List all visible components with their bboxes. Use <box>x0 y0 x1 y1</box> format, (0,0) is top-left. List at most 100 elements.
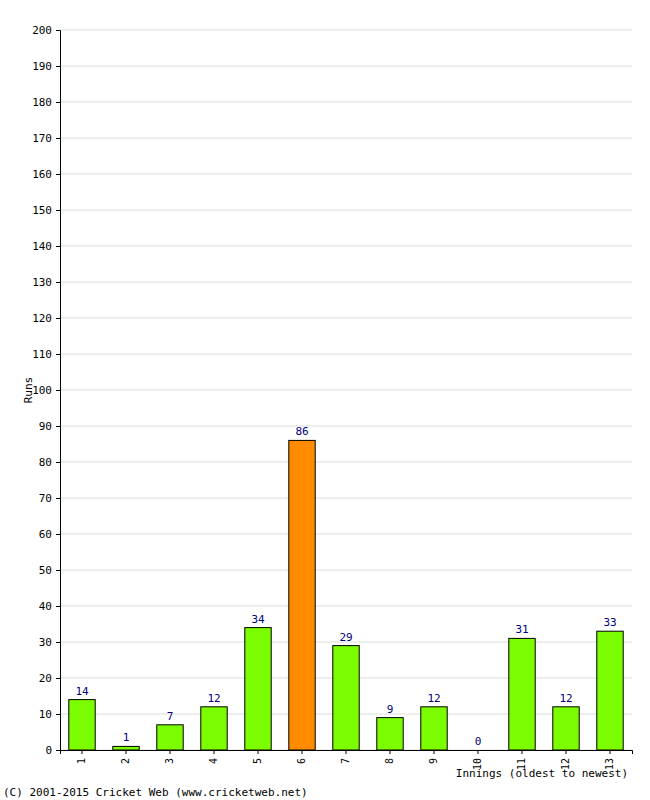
bar <box>465 750 491 751</box>
y-tick-mark <box>56 462 60 463</box>
data-label: 34 <box>251 613 265 626</box>
data-label: 9 <box>387 703 394 716</box>
x-tick: 3 <box>164 750 175 764</box>
y-tick-label: 180 <box>32 96 52 109</box>
grid-line <box>60 390 632 391</box>
bar <box>69 700 95 750</box>
y-tick-label: 90 <box>39 420 52 433</box>
y-tick: 100 <box>32 384 60 397</box>
bar <box>421 707 447 750</box>
bar <box>597 631 623 750</box>
x-tick: 9 <box>428 750 439 764</box>
x-tick-mark <box>522 750 523 754</box>
data-label: 0 <box>475 735 482 748</box>
x-tick-mark <box>478 750 479 754</box>
grid-line <box>60 30 632 31</box>
y-tick: 120 <box>32 312 60 325</box>
y-tick-mark <box>56 318 60 319</box>
data-label: 86 <box>295 425 308 438</box>
x-tick-label: 5 <box>252 758 263 764</box>
y-tick: 10 <box>39 708 60 721</box>
grid-line <box>60 102 632 103</box>
y-tick: 180 <box>32 96 60 109</box>
y-tick-mark <box>56 174 60 175</box>
y-tick-label: 50 <box>39 564 52 577</box>
x-tick-label: 2 <box>120 758 131 764</box>
y-tick-mark <box>56 390 60 391</box>
x-axis-title: Innings (oldest to newest) <box>456 767 628 780</box>
data-label: 29 <box>339 631 352 644</box>
x-tick-mark <box>214 750 215 754</box>
x-tick-label: 6 <box>296 758 307 764</box>
y-tick: 190 <box>32 60 60 73</box>
x-tick-label: 4 <box>208 758 219 764</box>
y-tick: 130 <box>32 276 60 289</box>
x-tick-mark <box>610 750 611 754</box>
x-axis-line <box>61 751 633 755</box>
y-tick-label: 80 <box>39 456 52 469</box>
data-label: 14 <box>75 685 89 698</box>
y-tick-mark <box>56 426 60 427</box>
y-axis: 0102030405060708090100110120130140150160… <box>32 24 60 757</box>
y-tick-label: 0 <box>45 744 52 757</box>
x-tick-label: 3 <box>164 758 175 764</box>
x-tick-label: 8 <box>384 758 395 764</box>
y-tick-label: 30 <box>39 636 52 649</box>
x-tick-mark <box>566 750 567 754</box>
y-tick-mark <box>56 498 60 499</box>
y-tick: 40 <box>39 600 60 613</box>
y-tick-mark <box>56 354 60 355</box>
x-tick-label: 7 <box>340 758 351 764</box>
y-tick: 170 <box>32 132 60 145</box>
y-tick: 140 <box>32 240 60 253</box>
y-tick-label: 190 <box>32 60 52 73</box>
annotations: (C) 2001-2015 Cricket Web (www.cricketwe… <box>3 786 308 799</box>
y-axis-title: Runs <box>22 377 35 404</box>
y-tick-label: 60 <box>39 528 52 541</box>
y-tick: 110 <box>32 348 60 361</box>
data-label: 1 <box>123 731 130 744</box>
grid-line <box>60 282 632 283</box>
bar <box>553 707 579 750</box>
x-tick-label: 9 <box>428 758 439 764</box>
data-label: 12 <box>559 692 572 705</box>
grid-line <box>60 210 632 211</box>
y-tick-label: 40 <box>39 600 52 613</box>
bar <box>157 725 183 750</box>
x-tick: 5 <box>252 750 263 764</box>
data-label: 31 <box>515 623 528 636</box>
y-tick-mark <box>56 570 60 571</box>
x-tick-label: 1 <box>76 758 87 764</box>
grid-line <box>60 462 632 463</box>
x-tick: 6 <box>296 750 307 764</box>
y-tick-label: 200 <box>32 24 52 37</box>
y-tick-label: 100 <box>32 384 52 397</box>
y-tick-label: 160 <box>32 168 52 181</box>
y-tick-label: 140 <box>32 240 52 253</box>
grid-line <box>60 354 632 355</box>
grid <box>60 30 632 750</box>
y-tick-mark <box>56 138 60 139</box>
y-tick-mark <box>56 66 60 67</box>
y-tick-label: 130 <box>32 276 52 289</box>
grid-line <box>60 318 632 319</box>
y-tick-mark <box>56 210 60 211</box>
y-tick-mark <box>56 102 60 103</box>
y-tick: 90 <box>39 420 60 433</box>
bar <box>113 746 139 750</box>
y-tick: 160 <box>32 168 60 181</box>
bars <box>69 440 623 750</box>
x-tick: 2 <box>120 750 131 764</box>
grid-line <box>60 534 632 535</box>
y-axis-line <box>56 31 61 751</box>
x-tick: 4 <box>208 750 219 764</box>
y-tick-mark <box>56 750 60 751</box>
x-tick: 7 <box>340 750 351 764</box>
y-tick-label: 70 <box>39 492 52 505</box>
y-tick: 0 <box>45 744 60 757</box>
data-label: 12 <box>427 692 440 705</box>
y-tick: 60 <box>39 528 60 541</box>
y-tick-label: 170 <box>32 132 52 145</box>
bar <box>509 638 535 750</box>
y-tick: 20 <box>39 672 60 685</box>
